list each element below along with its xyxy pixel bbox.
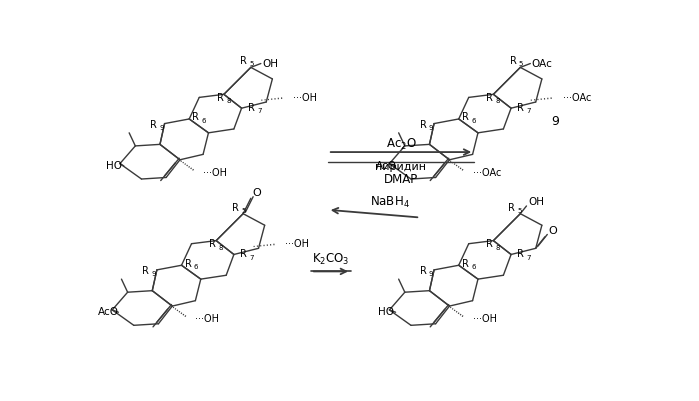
Text: R: R (217, 93, 224, 103)
Text: R: R (419, 266, 426, 276)
Text: R: R (209, 239, 216, 249)
Text: DMAP: DMAP (384, 172, 418, 186)
Text: R: R (232, 203, 239, 213)
Text: R: R (487, 239, 493, 249)
Text: OH: OH (262, 59, 278, 69)
Text: R: R (185, 259, 192, 269)
Text: R: R (508, 203, 515, 213)
Text: O: O (548, 227, 557, 236)
Text: OAc: OAc (532, 59, 553, 69)
Text: K$_2$CO$_3$: K$_2$CO$_3$ (312, 252, 350, 267)
Text: R: R (517, 103, 524, 113)
Text: HO: HO (106, 161, 122, 171)
Text: ···OH: ···OH (203, 168, 227, 178)
Text: 7: 7 (526, 255, 531, 261)
Text: 8: 8 (496, 98, 500, 104)
Text: 9: 9 (159, 125, 164, 131)
Text: 5: 5 (517, 208, 521, 214)
Text: ···OAc: ···OAc (473, 168, 501, 178)
Text: R: R (143, 266, 149, 276)
Text: R: R (240, 56, 247, 66)
Text: 6: 6 (471, 117, 475, 124)
Text: R: R (419, 120, 426, 130)
Text: 6: 6 (471, 264, 475, 270)
Text: 5: 5 (250, 61, 254, 67)
Text: R: R (192, 112, 199, 122)
Text: AcO: AcO (99, 307, 120, 317)
Text: OH: OH (528, 197, 544, 207)
Text: NaBH$_4$: NaBH$_4$ (370, 194, 410, 210)
Text: 7: 7 (250, 255, 254, 261)
Text: O: O (252, 188, 261, 198)
Text: пиридин: пиридин (375, 162, 426, 172)
Text: 8: 8 (226, 98, 231, 104)
Text: R: R (240, 249, 247, 259)
Text: 8: 8 (496, 245, 500, 251)
Text: R: R (150, 120, 157, 130)
Text: 8: 8 (219, 245, 223, 251)
Text: 9: 9 (152, 271, 156, 277)
Text: R: R (510, 56, 517, 66)
Text: 5: 5 (242, 208, 246, 214)
Text: 9: 9 (428, 271, 433, 277)
Text: 9: 9 (551, 115, 559, 128)
Text: 5: 5 (519, 61, 523, 67)
Text: R: R (248, 103, 254, 113)
Text: Ac$_2$O: Ac$_2$O (386, 137, 417, 152)
Text: 9: 9 (428, 125, 433, 131)
Text: R: R (462, 112, 469, 122)
Text: 7: 7 (526, 108, 531, 114)
Text: ···OH: ···OH (285, 239, 310, 249)
Text: 6: 6 (194, 264, 199, 270)
Text: ···OH: ···OH (196, 314, 219, 324)
Text: ···OH: ···OH (473, 314, 496, 324)
Text: HO: HO (378, 307, 394, 317)
Text: R: R (462, 259, 469, 269)
Text: R: R (517, 249, 524, 259)
Text: ···OAc: ···OAc (563, 93, 591, 103)
Text: AcO: AcO (375, 161, 396, 171)
Text: 6: 6 (201, 117, 206, 124)
Text: R: R (487, 93, 493, 103)
Text: ···OH: ···OH (293, 93, 317, 103)
Text: 7: 7 (257, 108, 261, 114)
